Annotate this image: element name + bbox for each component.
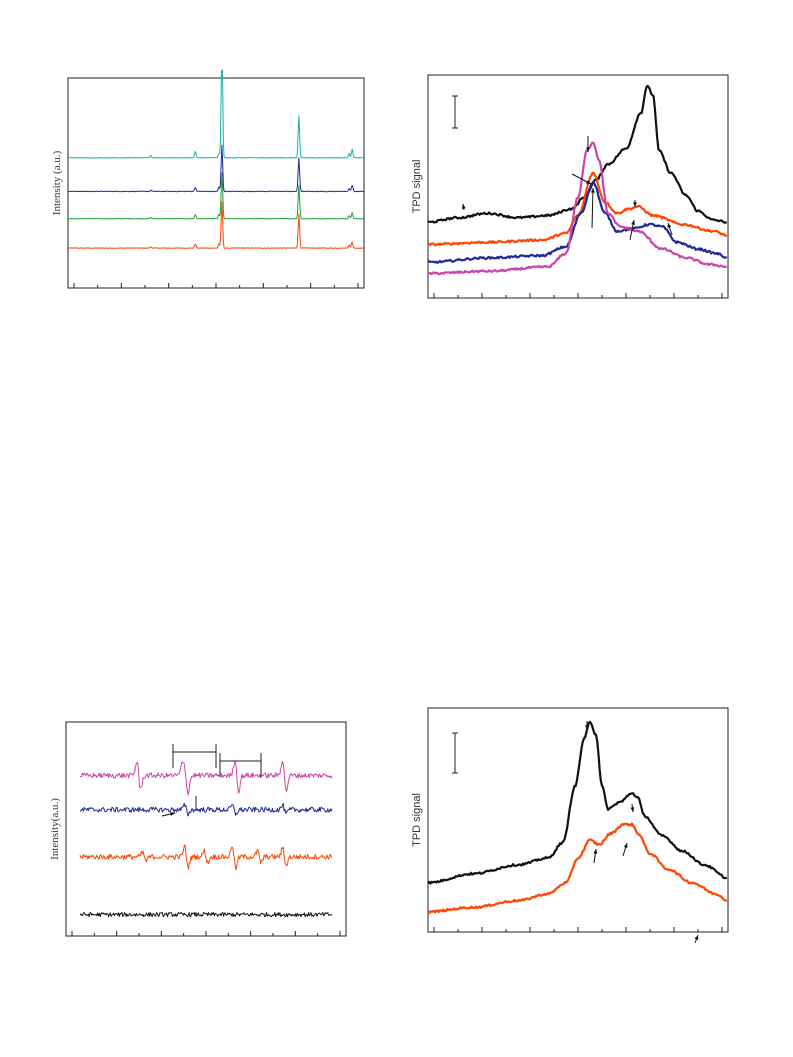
tpd-bottom-chart: TPD signal bbox=[411, 707, 729, 944]
series-line-1 bbox=[79, 844, 333, 871]
series-line-0 bbox=[67, 201, 365, 249]
annotation-arrowhead bbox=[170, 812, 175, 816]
annotation-arrowhead bbox=[630, 807, 635, 812]
annotation-arrowhead bbox=[631, 220, 636, 225]
annotation-arrowhead bbox=[461, 204, 466, 209]
series-line-1 bbox=[67, 172, 365, 220]
annotation-arrowhead bbox=[590, 188, 595, 193]
y-axis-label: TPD signal bbox=[411, 160, 423, 214]
series-line-1 bbox=[427, 822, 728, 914]
tpd-top-chart-panel: TPD signal bbox=[406, 70, 736, 310]
series-line-2 bbox=[68, 144, 365, 193]
xrd-chart-panel: Intensity (a.u.) bbox=[48, 39, 378, 300]
annotation-arrow bbox=[591, 187, 594, 229]
series-line-0 bbox=[79, 912, 333, 918]
annotation-arrowhead bbox=[593, 849, 598, 854]
xrd-chart: Intensity (a.u.) bbox=[51, 39, 365, 289]
annotation-arrowhead bbox=[633, 202, 637, 207]
tpd-top-chart: TPD signal bbox=[411, 74, 729, 299]
plot-frame bbox=[65, 721, 347, 937]
annotation-arrowhead bbox=[586, 147, 590, 152]
y-axis-label: Intensity(a.u.) bbox=[49, 798, 61, 860]
y-axis-label: Intensity (a.u.) bbox=[51, 150, 63, 215]
annotation-arrowhead bbox=[623, 843, 628, 848]
series-line-0 bbox=[427, 720, 728, 885]
series-line-2 bbox=[427, 180, 728, 264]
y-axis-label: TPD signal bbox=[411, 793, 423, 847]
series-line-3 bbox=[427, 141, 727, 276]
epr-chart-panel: Intensity(a.u.) bbox=[48, 718, 348, 948]
epr-chart: Intensity(a.u.) bbox=[49, 721, 347, 937]
plot-frame bbox=[67, 77, 365, 289]
series-line-3 bbox=[67, 39, 365, 159]
series-line-0 bbox=[427, 84, 727, 224]
annotation-arrowhead bbox=[667, 223, 672, 228]
annotation-arrowhead bbox=[694, 935, 699, 940]
annotation-arrowhead bbox=[585, 725, 589, 730]
plot-frame bbox=[427, 707, 729, 933]
series-line-2 bbox=[79, 802, 333, 817]
plot-frame bbox=[427, 74, 729, 299]
annotation-arrowhead bbox=[586, 180, 591, 184]
tpd-bottom-chart-panel: TPD signal bbox=[406, 700, 736, 950]
series-line-1 bbox=[427, 171, 728, 247]
series-line-3 bbox=[79, 760, 333, 796]
